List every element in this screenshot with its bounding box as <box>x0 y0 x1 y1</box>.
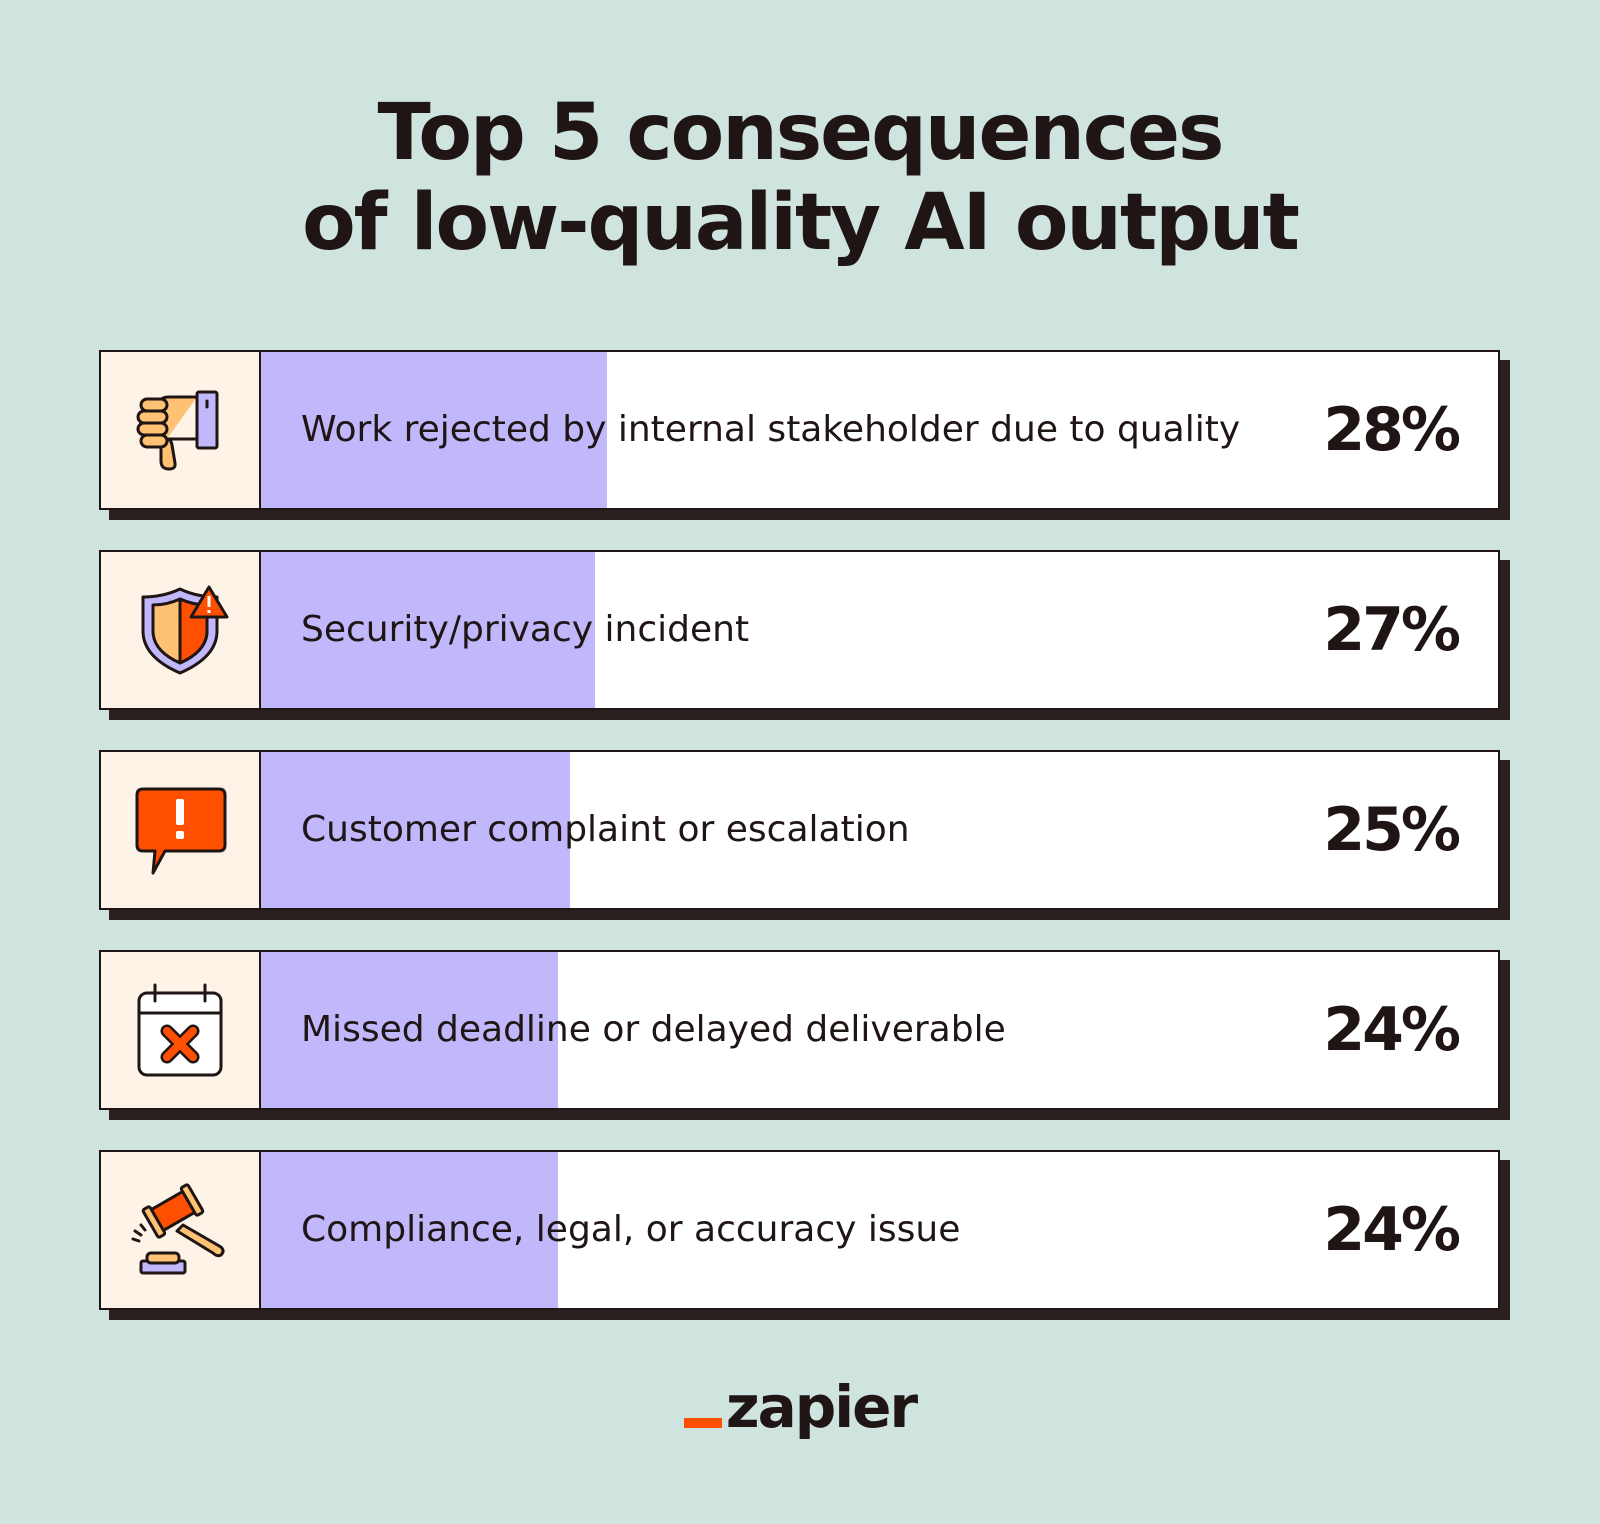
bar-track: Missed deadline or delayed deliverable 24… <box>261 952 1498 1108</box>
bar-value-label: 28% <box>1323 395 1461 465</box>
bar <box>261 752 570 908</box>
bar <box>261 952 558 1108</box>
bar-label: Compliance, legal, or accuracy issue <box>301 1209 961 1250</box>
bar-label: Missed deadline or delayed deliverable <box>301 1009 1006 1050</box>
bar-row-card: Work rejected by internal stakeholder du… <box>99 350 1500 510</box>
shield-warning-icon <box>101 552 261 708</box>
bar-label: Security/privacy incident <box>301 609 750 650</box>
bar-track: Customer complaint or escalation 25% <box>261 752 1498 908</box>
logo-wordmark: zapier <box>725 1373 918 1441</box>
bar-row-card: Security/privacy incident 27% <box>99 550 1500 710</box>
title-line-1: Top 5 consequences <box>377 88 1225 178</box>
calendar-x-icon <box>101 952 261 1108</box>
bar-row: Customer complaint or escalation 25% <box>99 750 1510 920</box>
bar-value-label: 27% <box>1323 595 1461 665</box>
chart-title: Top 5 consequences of low-quality AI out… <box>0 88 1600 268</box>
bar-value-label: 24% <box>1323 1195 1461 1265</box>
title-line-2: of low-quality AI output <box>302 178 1300 268</box>
bar <box>261 352 607 508</box>
bar-value-label: 25% <box>1323 795 1461 865</box>
thumbs-down-icon <box>101 352 261 508</box>
gavel-icon <box>101 1152 261 1308</box>
bar <box>261 552 595 708</box>
bar-row: Security/privacy incident 27% <box>99 550 1510 720</box>
bar-row-card: Customer complaint or escalation 25% <box>99 750 1500 910</box>
alert-speech-bubble-icon <box>101 752 261 908</box>
bar-row-card: Compliance, legal, or accuracy issue 24% <box>99 1150 1500 1310</box>
bar-row: Work rejected by internal stakeholder du… <box>99 350 1510 520</box>
zapier-logo: zapier <box>0 1378 1600 1436</box>
bar-row: Compliance, legal, or accuracy issue 24% <box>99 1150 1510 1320</box>
logo-underscore-mark <box>683 1418 722 1428</box>
bar-label: Work rejected by internal stakeholder du… <box>301 409 1241 450</box>
bar-label: Customer complaint or escalation <box>301 809 910 850</box>
bar-track: Compliance, legal, or accuracy issue 24% <box>261 1152 1498 1308</box>
bar <box>261 1152 558 1308</box>
bar-track: Security/privacy incident 27% <box>261 552 1498 708</box>
bar-row-card: Missed deadline or delayed deliverable 24… <box>99 950 1500 1110</box>
bar-value-label: 24% <box>1323 995 1461 1065</box>
bar-row: Missed deadline or delayed deliverable 24… <box>99 950 1510 1120</box>
bar-track: Work rejected by internal stakeholder du… <box>261 352 1498 508</box>
